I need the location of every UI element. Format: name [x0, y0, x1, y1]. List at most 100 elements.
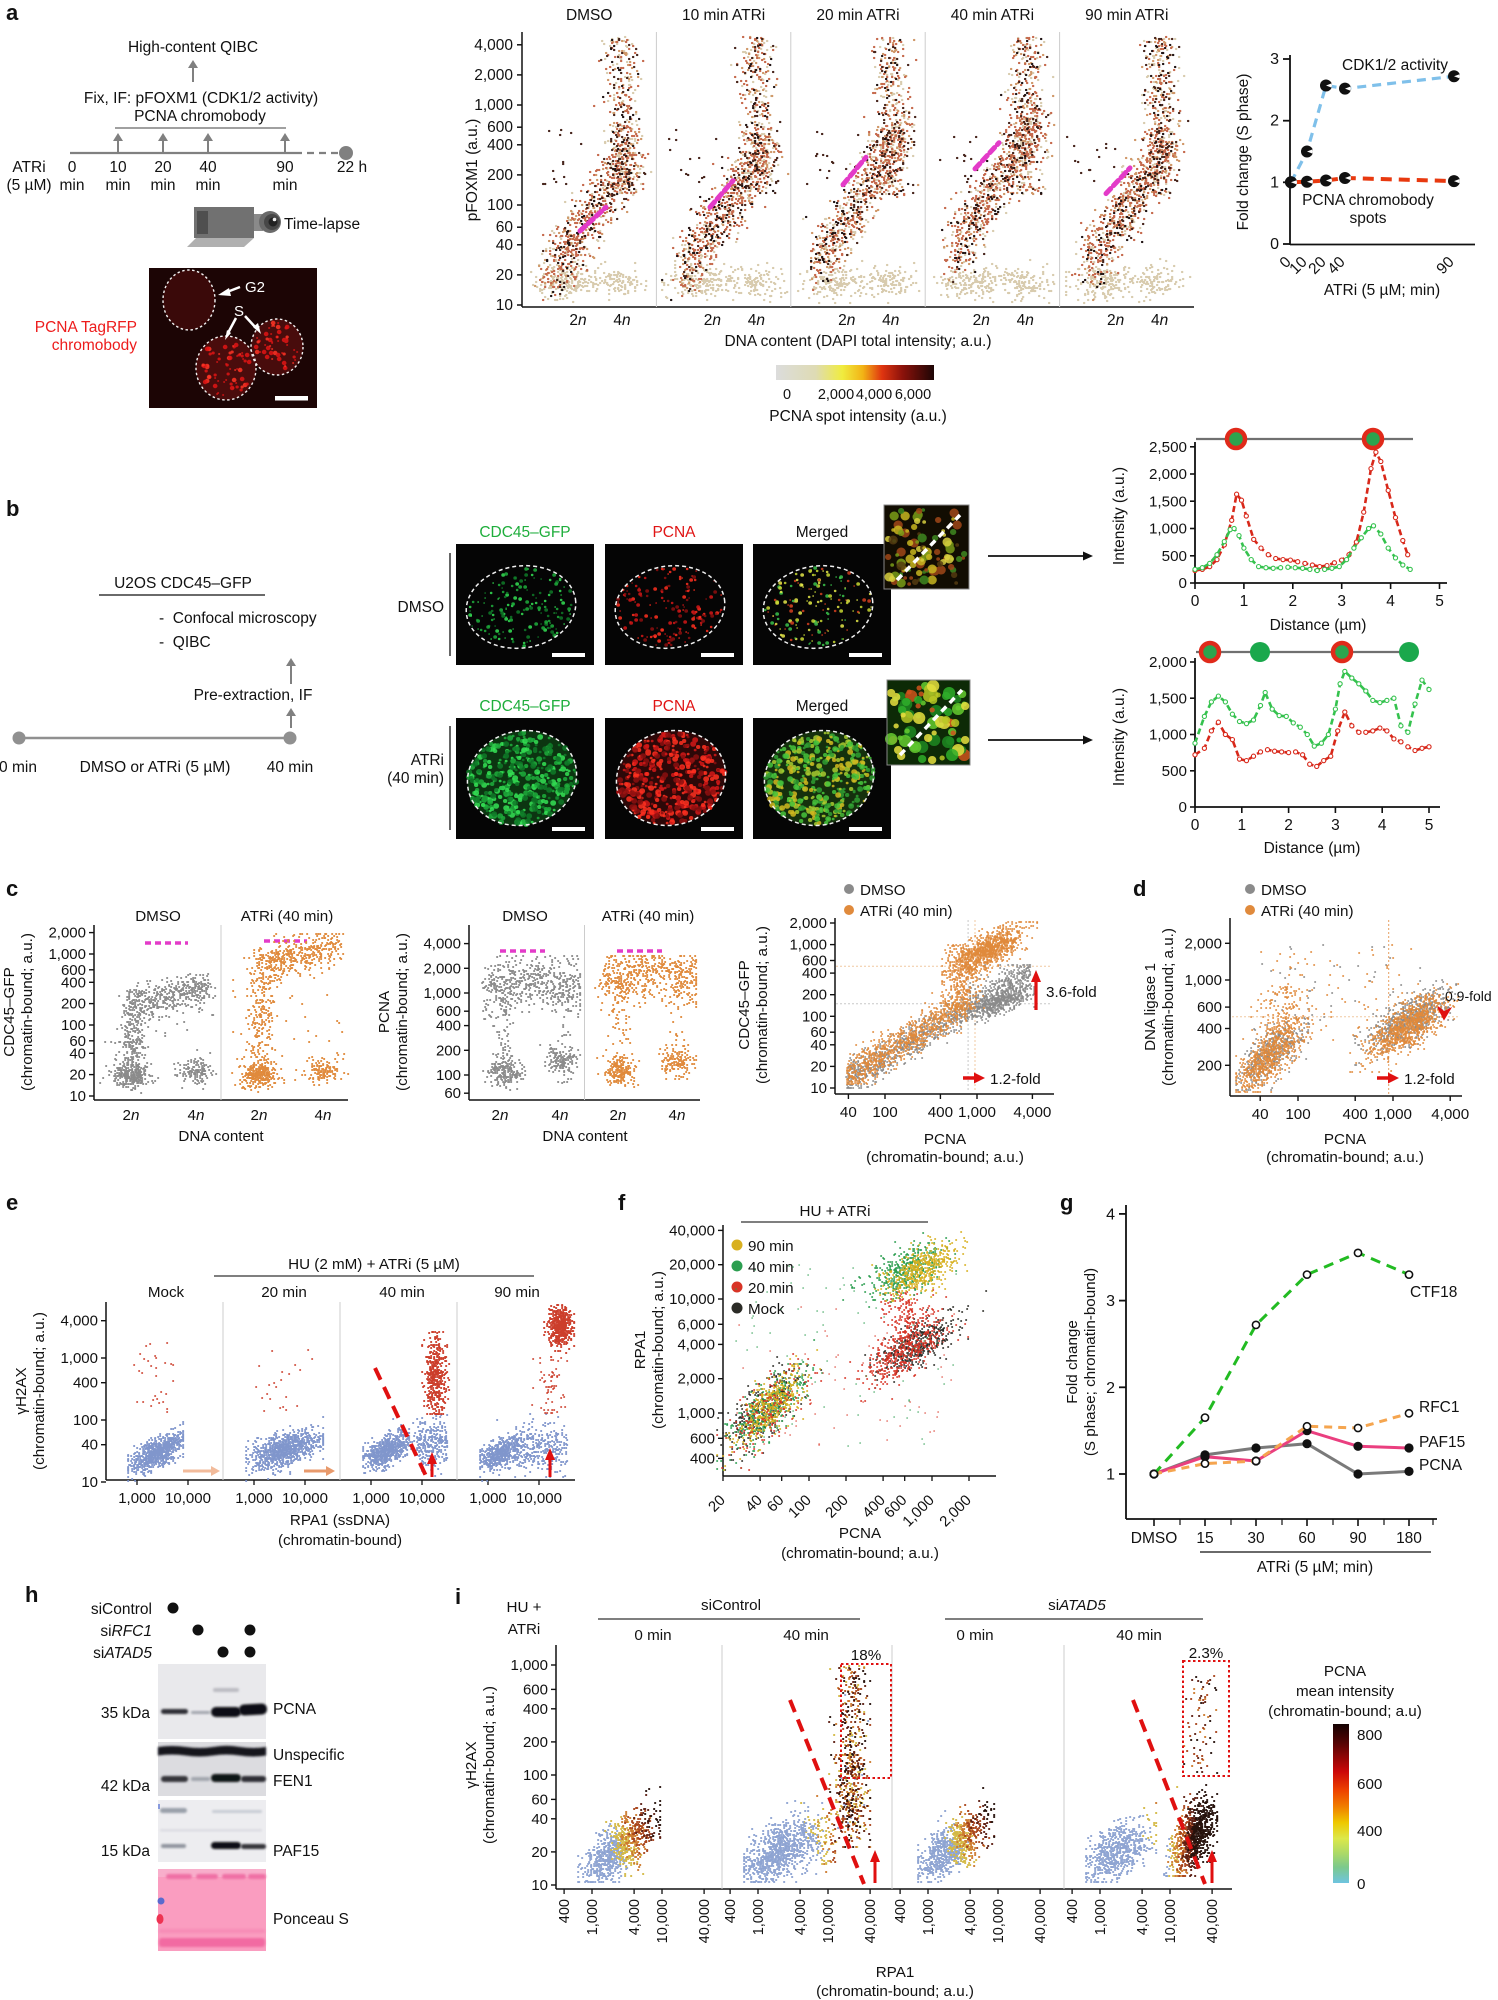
svg-text:g: g [1060, 1190, 1073, 1215]
svg-text:b: b [6, 496, 19, 521]
svg-text:20: 20 [496, 267, 514, 284]
svg-text:PCNA chromobody: PCNA chromobody [134, 108, 266, 125]
svg-text:40,000: 40,000 [697, 1899, 713, 1943]
svg-text:RPA1: RPA1 [876, 1964, 915, 1981]
svg-text:Distance (µm): Distance (µm) [1264, 840, 1361, 857]
svg-text:min: min [196, 177, 221, 194]
svg-text:10: 10 [810, 1080, 827, 1097]
svg-text:40,000: 40,000 [863, 1899, 879, 1943]
svg-text:Distance (µm): Distance (µm) [1270, 617, 1367, 634]
svg-text:HU +: HU + [506, 1599, 541, 1616]
svg-text:Fold change (S phase): Fold change (S phase) [1235, 74, 1252, 231]
svg-text:4n: 4n [315, 1107, 332, 1124]
svg-text:PCNA: PCNA [1419, 1457, 1463, 1474]
svg-text:0: 0 [783, 387, 791, 403]
svg-text:- QIBC: - QIBC [159, 634, 211, 651]
svg-text:1: 1 [1237, 817, 1246, 834]
svg-text:600: 600 [61, 962, 86, 979]
svg-text:10: 10 [496, 297, 514, 314]
svg-text:40 min: 40 min [267, 759, 314, 776]
svg-text:DNA ligase 1: DNA ligase 1 [1142, 963, 1159, 1051]
svg-text:PAF15: PAF15 [1419, 1434, 1465, 1451]
svg-text:2n: 2n [704, 312, 721, 329]
svg-text:4,000: 4,000 [1135, 1899, 1151, 1935]
svg-text:400: 400 [61, 974, 86, 991]
svg-text:Mock: Mock [748, 1301, 785, 1318]
svg-text:600: 600 [436, 1003, 461, 1020]
svg-text:(chromatin-bound; a.u): (chromatin-bound; a.u) [1268, 1703, 1422, 1720]
svg-text:500: 500 [1162, 548, 1187, 565]
svg-text:High-content QIBC: High-content QIBC [128, 39, 258, 56]
svg-text:1,000: 1,000 [352, 1490, 390, 1507]
svg-text:2n: 2n [251, 1107, 268, 1124]
svg-text:DNA content (DAPI total intens: DNA content (DAPI total intensity; a.u.) [724, 333, 991, 350]
svg-text:4,000: 4,000 [963, 1899, 979, 1935]
svg-text:d: d [1133, 876, 1146, 901]
svg-text:(chromatin-bound; a.u.): (chromatin-bound; a.u.) [481, 1686, 498, 1844]
svg-text:40: 40 [81, 1437, 98, 1454]
svg-text:4: 4 [1386, 593, 1395, 610]
svg-text:ATRi (40 min): ATRi (40 min) [860, 903, 953, 920]
svg-text:10,000: 10,000 [1163, 1899, 1179, 1943]
svg-text:Pre-extraction, IF: Pre-extraction, IF [194, 687, 313, 704]
svg-text:22 h: 22 h [337, 159, 367, 176]
svg-text:10,000: 10,000 [516, 1490, 562, 1507]
svg-text:1.2-fold: 1.2-fold [990, 1071, 1041, 1088]
svg-text:40: 40 [810, 1037, 827, 1054]
svg-text:4n: 4n [748, 312, 765, 329]
svg-text:1,000: 1,000 [1149, 521, 1187, 538]
svg-text:6,000: 6,000 [895, 387, 931, 403]
svg-text:20 min: 20 min [748, 1280, 794, 1297]
svg-text:2n: 2n [123, 1107, 140, 1124]
svg-text:(chromatin-bound; a.u.): (chromatin-bound; a.u.) [650, 1271, 667, 1429]
svg-text:chromobody: chromobody [52, 337, 138, 354]
svg-text:20: 20 [810, 1058, 827, 1075]
svg-text:60: 60 [496, 219, 514, 236]
svg-text:0.9-fold: 0.9-fold [1445, 988, 1492, 1004]
svg-text:U2OS CDC45–GFP: U2OS CDC45–GFP [114, 575, 252, 592]
svg-text:200: 200 [487, 167, 513, 184]
svg-text:4,000: 4,000 [793, 1899, 809, 1935]
svg-text:PCNA chromobody: PCNA chromobody [1302, 192, 1434, 209]
svg-text:20: 20 [69, 1067, 86, 1084]
svg-text:35 kDa: 35 kDa [101, 1705, 150, 1722]
svg-text:18%: 18% [851, 1647, 881, 1664]
svg-text:400: 400 [73, 1375, 98, 1392]
svg-text:2,000: 2,000 [1149, 654, 1187, 671]
svg-text:2,000: 2,000 [677, 1371, 715, 1388]
svg-text:Merged: Merged [796, 524, 849, 541]
svg-text:1: 1 [1270, 174, 1279, 191]
svg-text:(chromatin-bound; a.u.): (chromatin-bound; a.u.) [394, 933, 411, 1091]
svg-text:600: 600 [487, 119, 513, 136]
svg-text:(chromatin-bound; a.u.): (chromatin-bound; a.u.) [1160, 928, 1177, 1086]
svg-text:1,000: 1,000 [958, 1104, 996, 1121]
svg-text:1.2-fold: 1.2-fold [1404, 1071, 1455, 1088]
svg-text:15: 15 [1196, 1530, 1213, 1547]
svg-text:10,000: 10,000 [282, 1490, 328, 1507]
svg-text:Intensity (a.u.): Intensity (a.u.) [1111, 688, 1128, 786]
svg-text:15 kDa: 15 kDa [101, 1843, 150, 1860]
svg-text:60: 60 [531, 1791, 548, 1808]
svg-text:4n: 4n [552, 1107, 569, 1124]
svg-text:2n: 2n [973, 312, 990, 329]
svg-text:1,000: 1,000 [1093, 1899, 1109, 1935]
svg-text:1,000: 1,000 [789, 937, 827, 954]
svg-text:90: 90 [1349, 1530, 1367, 1547]
svg-text:siATAD5: siATAD5 [93, 1645, 152, 1662]
svg-text:Mock: Mock [148, 1284, 185, 1301]
svg-text:(S phase; chromatin-bound): (S phase; chromatin-bound) [1082, 1268, 1099, 1456]
svg-text:2: 2 [1288, 593, 1297, 610]
svg-text:200: 200 [1197, 1057, 1222, 1074]
svg-text:4,000: 4,000 [423, 936, 461, 953]
svg-text:0 min: 0 min [634, 1627, 671, 1644]
svg-text:4n: 4n [613, 312, 630, 329]
svg-text:Time-lapse: Time-lapse [284, 216, 360, 233]
svg-text:1,000: 1,000 [235, 1490, 273, 1507]
svg-text:10,000: 10,000 [399, 1490, 445, 1507]
svg-text:1,500: 1,500 [1149, 493, 1187, 510]
svg-text:DMSO: DMSO [135, 908, 181, 925]
svg-text:1,000: 1,000 [677, 1405, 715, 1422]
svg-text:1,000: 1,000 [118, 1490, 156, 1507]
svg-text:180: 180 [1396, 1530, 1422, 1547]
svg-text:100: 100 [872, 1104, 897, 1121]
